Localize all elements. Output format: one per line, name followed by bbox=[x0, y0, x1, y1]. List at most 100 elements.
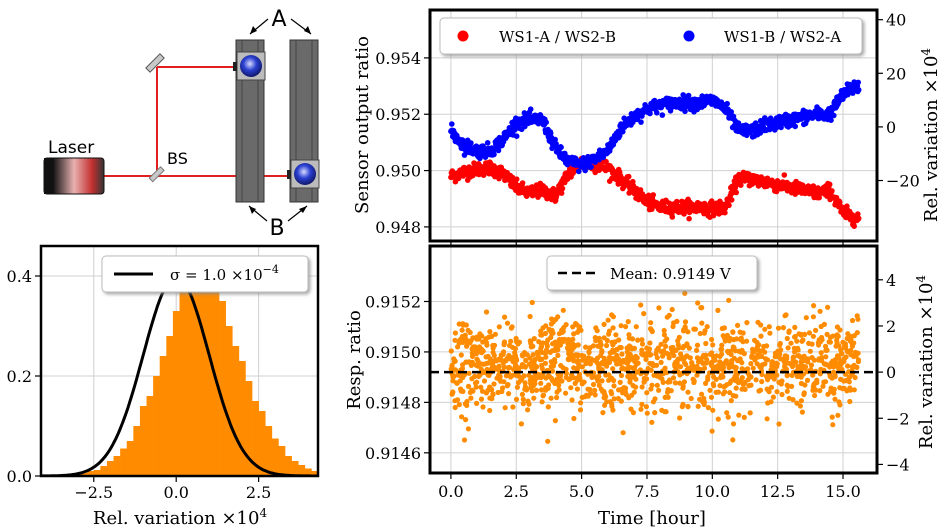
bottom-point bbox=[560, 365, 566, 371]
bottom-y2ticks: −4 −2 0 2 4 bbox=[877, 271, 910, 474]
bottom-point bbox=[566, 351, 572, 357]
bottom-point bbox=[710, 353, 716, 359]
bottom-point bbox=[458, 352, 464, 358]
hist-bar-38 bbox=[311, 471, 318, 476]
hist-bar-10 bbox=[126, 441, 134, 476]
top-point-s0 bbox=[559, 185, 566, 192]
bottom-point bbox=[576, 361, 582, 367]
bottom-point bbox=[497, 357, 503, 363]
hist-bar-27 bbox=[238, 361, 246, 476]
bottom-point bbox=[657, 374, 663, 380]
bottom-point bbox=[762, 349, 768, 355]
bottom-point bbox=[549, 327, 555, 333]
bottom-point bbox=[460, 362, 466, 368]
bottom-point bbox=[549, 368, 556, 374]
bottom-point bbox=[704, 356, 710, 363]
bottom-point bbox=[733, 369, 739, 375]
bottom-point bbox=[498, 352, 504, 358]
bottom-point bbox=[600, 410, 606, 416]
bottom-point bbox=[691, 367, 697, 373]
bottom-point bbox=[456, 402, 462, 408]
bottom-point bbox=[759, 379, 765, 385]
bottom-point bbox=[464, 343, 470, 349]
bottom-point bbox=[450, 378, 456, 384]
bottom-point bbox=[817, 308, 823, 314]
bottom-point bbox=[596, 335, 602, 341]
bottom-point bbox=[555, 352, 561, 358]
bottom-point bbox=[483, 339, 489, 345]
bottom-point bbox=[830, 369, 837, 375]
top-point-s1 bbox=[491, 151, 497, 158]
bottom-point bbox=[731, 345, 737, 351]
bottom-xlabel: Time [hour] bbox=[598, 508, 706, 529]
bottom-point bbox=[654, 362, 660, 368]
bottom-point bbox=[526, 372, 532, 378]
bottom-point bbox=[598, 386, 604, 392]
bottom-point bbox=[766, 324, 772, 330]
hist-xtick-label-1: 0.0 bbox=[163, 483, 188, 502]
laser-label: Laser bbox=[48, 138, 94, 158]
top-point-s1 bbox=[724, 100, 730, 107]
bottom-point bbox=[710, 381, 716, 387]
bottom-point bbox=[557, 342, 564, 348]
sensor-a-icon bbox=[233, 51, 266, 81]
bottom-point bbox=[601, 395, 607, 401]
hist-bar-15 bbox=[159, 356, 167, 476]
top-point-s0 bbox=[826, 181, 833, 188]
bottom-point bbox=[769, 359, 775, 365]
bottom-point bbox=[681, 355, 687, 361]
bottom-point bbox=[554, 377, 560, 383]
bottom-point bbox=[611, 383, 617, 389]
bottom-point bbox=[563, 390, 569, 396]
bottom-point bbox=[819, 334, 825, 341]
bottom-point bbox=[592, 387, 598, 393]
bottom-point bbox=[593, 374, 599, 381]
legend-marker-ws1b bbox=[683, 30, 695, 42]
bottom-point bbox=[639, 347, 645, 353]
bottom-point bbox=[529, 299, 535, 306]
bottom-point bbox=[697, 330, 703, 337]
bottom-point bbox=[686, 365, 693, 371]
bottom-point bbox=[720, 374, 726, 380]
legend-mean-label: Mean: 0.9149 V bbox=[610, 265, 732, 283]
bottom-point bbox=[570, 341, 576, 347]
top-point-s0 bbox=[728, 197, 735, 203]
bottom-point bbox=[675, 338, 681, 344]
bottom-point bbox=[799, 338, 805, 344]
bottom-point bbox=[647, 340, 653, 346]
bottom-point bbox=[487, 407, 493, 414]
bottom-point bbox=[785, 345, 791, 351]
bottom-point bbox=[451, 359, 457, 365]
bottom-point bbox=[727, 390, 733, 396]
bottom-point bbox=[681, 379, 688, 385]
bottom-point bbox=[661, 348, 667, 354]
bottom-point bbox=[531, 336, 537, 342]
hist-bar-9 bbox=[120, 448, 128, 476]
bottom-point bbox=[837, 327, 843, 333]
bottom-point bbox=[827, 339, 834, 345]
bottom-ytick-label-1: 0.9148 bbox=[365, 393, 421, 412]
bottom-point bbox=[652, 410, 658, 416]
bottom-point bbox=[766, 389, 772, 395]
hist-yticks: 0.0 0.2 0.4 bbox=[7, 267, 41, 486]
bottom-point bbox=[624, 360, 631, 366]
hist-bar-24 bbox=[219, 301, 226, 476]
bottom-point bbox=[583, 360, 589, 367]
bottom-point bbox=[496, 363, 502, 369]
bottom-point bbox=[613, 332, 619, 338]
top-point-s1 bbox=[552, 136, 558, 143]
bottom-point bbox=[582, 394, 588, 400]
bottom-point bbox=[594, 360, 600, 366]
bottom-point bbox=[639, 341, 646, 347]
hist-bar-36 bbox=[298, 465, 306, 476]
bottom-point bbox=[592, 392, 598, 398]
bottom-point bbox=[654, 355, 660, 361]
bottom-point bbox=[606, 328, 613, 334]
bottom-point bbox=[786, 395, 792, 401]
bottom-point bbox=[581, 379, 587, 385]
top-y2label: Rel. variation ×104 bbox=[919, 48, 941, 223]
top-yticks: 0.948 0.950 0.952 0.954 bbox=[375, 49, 430, 237]
bottom-point bbox=[701, 330, 708, 336]
top-point-s1 bbox=[582, 167, 588, 174]
bottom-point bbox=[698, 356, 704, 362]
